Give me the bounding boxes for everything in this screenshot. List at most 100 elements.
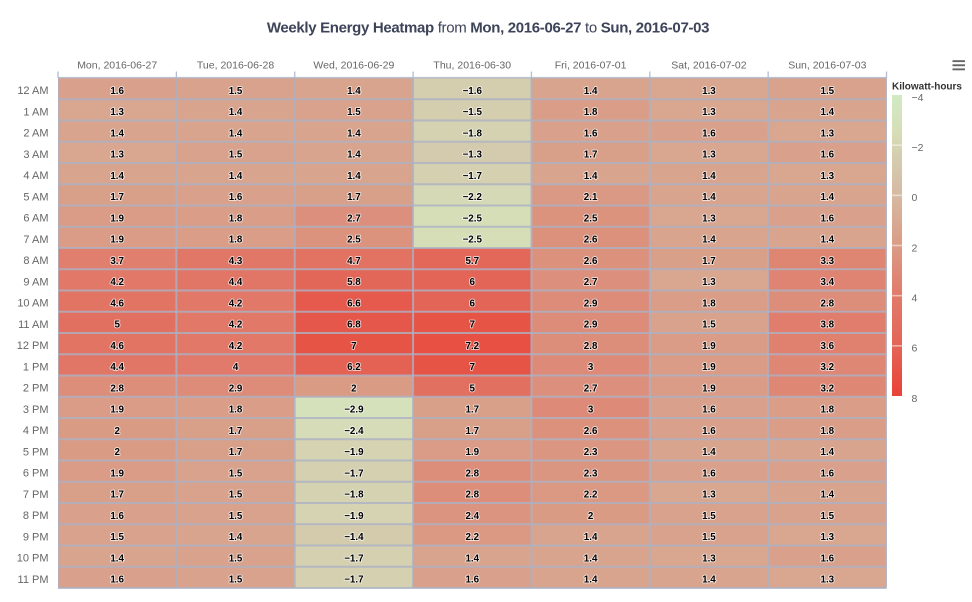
- svg-text:−2.5: −2.5: [463, 213, 483, 224]
- svg-text:1.9: 1.9: [110, 405, 124, 416]
- svg-text:1.5: 1.5: [702, 320, 716, 331]
- svg-text:1 AM: 1 AM: [23, 106, 48, 118]
- svg-text:8: 8: [912, 393, 918, 405]
- svg-text:1.7: 1.7: [702, 256, 716, 267]
- svg-text:4.7: 4.7: [347, 256, 361, 267]
- svg-text:9 PM: 9 PM: [23, 531, 49, 543]
- svg-text:1.6: 1.6: [821, 468, 835, 479]
- svg-text:1.4: 1.4: [229, 107, 243, 118]
- svg-text:2.8: 2.8: [110, 383, 124, 394]
- svg-text:1.6: 1.6: [110, 86, 124, 97]
- svg-text:7.2: 7.2: [465, 341, 479, 352]
- svg-text:4.2: 4.2: [229, 298, 243, 309]
- svg-text:5 AM: 5 AM: [23, 191, 48, 203]
- svg-text:3.2: 3.2: [821, 362, 835, 373]
- svg-text:3.3: 3.3: [821, 256, 835, 267]
- svg-text:Mon, 2016-06-27: Mon, 2016-06-27: [77, 60, 157, 72]
- svg-text:−2.2: −2.2: [463, 192, 483, 203]
- svg-text:7 PM: 7 PM: [23, 489, 49, 501]
- svg-text:−2: −2: [912, 142, 924, 154]
- svg-text:2.4: 2.4: [465, 511, 479, 522]
- svg-text:1.4: 1.4: [229, 532, 243, 543]
- svg-text:1.7: 1.7: [110, 490, 124, 501]
- svg-text:−4: −4: [912, 92, 924, 104]
- svg-text:1.3: 1.3: [702, 553, 716, 564]
- svg-text:8 PM: 8 PM: [23, 510, 49, 522]
- svg-text:12 PM: 12 PM: [17, 340, 49, 352]
- svg-text:−1.7: −1.7: [344, 468, 364, 479]
- svg-text:2: 2: [114, 447, 120, 458]
- svg-text:10 AM: 10 AM: [17, 298, 48, 310]
- svg-text:2: 2: [351, 383, 357, 394]
- svg-text:1.3: 1.3: [702, 107, 716, 118]
- svg-text:1.4: 1.4: [229, 128, 243, 139]
- svg-text:1.9: 1.9: [110, 468, 124, 479]
- svg-text:Sun, 2016-07-03: Sun, 2016-07-03: [788, 60, 866, 72]
- svg-text:−1.7: −1.7: [344, 575, 364, 586]
- svg-text:1.8: 1.8: [229, 405, 243, 416]
- svg-text:1.9: 1.9: [702, 341, 716, 352]
- svg-text:1.5: 1.5: [229, 150, 243, 161]
- svg-text:1.7: 1.7: [229, 447, 243, 458]
- svg-text:1.6: 1.6: [702, 426, 716, 437]
- svg-text:Tue, 2016-06-28: Tue, 2016-06-28: [197, 60, 274, 72]
- svg-text:4 AM: 4 AM: [23, 170, 48, 182]
- svg-text:−1.8: −1.8: [344, 490, 364, 501]
- svg-text:7: 7: [351, 341, 357, 352]
- svg-text:4.2: 4.2: [229, 320, 243, 331]
- svg-text:1.5: 1.5: [229, 553, 243, 564]
- svg-text:0: 0: [912, 192, 918, 204]
- svg-text:4.6: 4.6: [110, 341, 124, 352]
- svg-text:5 PM: 5 PM: [23, 446, 49, 458]
- svg-text:6 PM: 6 PM: [23, 468, 49, 480]
- svg-text:1.8: 1.8: [821, 405, 835, 416]
- svg-text:1.6: 1.6: [110, 575, 124, 586]
- svg-text:1.4: 1.4: [702, 171, 716, 182]
- svg-text:1.5: 1.5: [821, 86, 835, 97]
- svg-text:5: 5: [470, 383, 476, 394]
- svg-text:7 AM: 7 AM: [23, 234, 48, 246]
- svg-text:−2.9: −2.9: [344, 405, 364, 416]
- svg-text:1.4: 1.4: [347, 171, 361, 182]
- svg-text:Kilowatt-hours: Kilowatt-hours: [892, 82, 962, 93]
- svg-text:11 AM: 11 AM: [18, 319, 48, 331]
- svg-text:2.5: 2.5: [584, 213, 598, 224]
- svg-text:4: 4: [912, 292, 918, 304]
- svg-text:1.4: 1.4: [347, 86, 361, 97]
- svg-text:1.4: 1.4: [584, 171, 598, 182]
- svg-text:1.8: 1.8: [229, 235, 243, 246]
- svg-text:6.8: 6.8: [347, 320, 361, 331]
- svg-text:1.4: 1.4: [821, 490, 835, 501]
- svg-text:1.3: 1.3: [821, 532, 835, 543]
- svg-text:1.7: 1.7: [110, 192, 124, 203]
- svg-text:1.5: 1.5: [702, 532, 716, 543]
- svg-text:2.7: 2.7: [584, 277, 598, 288]
- svg-text:1.3: 1.3: [702, 277, 716, 288]
- svg-text:1.5: 1.5: [229, 511, 243, 522]
- svg-text:1.4: 1.4: [821, 107, 835, 118]
- svg-text:1.9: 1.9: [110, 213, 124, 224]
- svg-text:1.8: 1.8: [229, 213, 243, 224]
- svg-text:4.4: 4.4: [110, 362, 124, 373]
- svg-text:1.6: 1.6: [702, 128, 716, 139]
- svg-text:2.8: 2.8: [465, 468, 479, 479]
- svg-text:3.6: 3.6: [821, 341, 835, 352]
- svg-text:2.9: 2.9: [584, 298, 598, 309]
- svg-text:2.1: 2.1: [584, 192, 598, 203]
- svg-text:−1.5: −1.5: [463, 107, 483, 118]
- svg-text:1.7: 1.7: [347, 192, 361, 203]
- svg-text:1.3: 1.3: [821, 171, 835, 182]
- svg-text:2.2: 2.2: [584, 490, 598, 501]
- svg-text:7: 7: [470, 320, 476, 331]
- svg-text:2.5: 2.5: [347, 235, 361, 246]
- svg-text:1.4: 1.4: [584, 553, 598, 564]
- svg-text:6: 6: [912, 343, 918, 355]
- svg-text:1.9: 1.9: [110, 235, 124, 246]
- svg-text:1.4: 1.4: [584, 532, 598, 543]
- svg-text:2.6: 2.6: [584, 256, 598, 267]
- svg-text:1.3: 1.3: [702, 86, 716, 97]
- svg-text:2.8: 2.8: [584, 341, 598, 352]
- svg-text:2.7: 2.7: [584, 383, 598, 394]
- svg-text:3.2: 3.2: [821, 383, 835, 394]
- svg-text:1.3: 1.3: [110, 150, 124, 161]
